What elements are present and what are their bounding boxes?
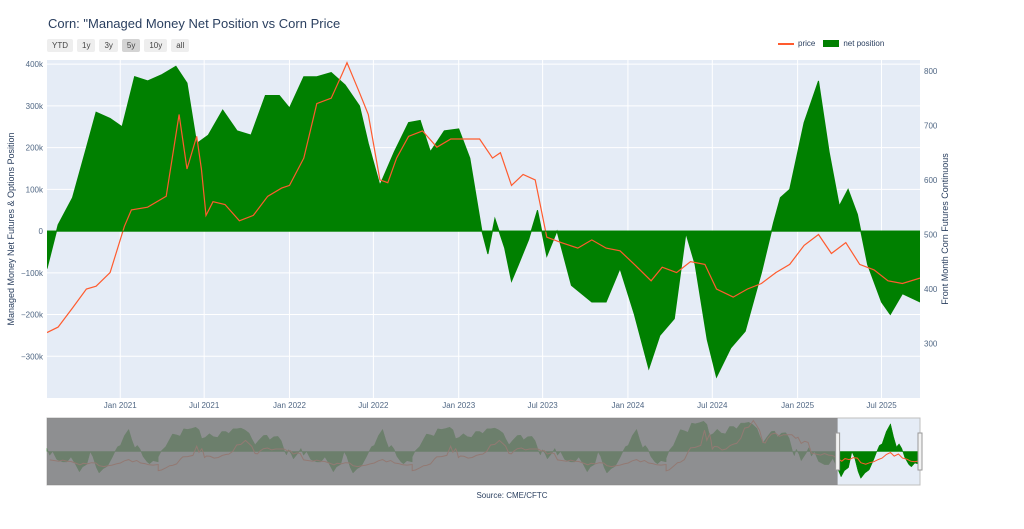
legend: price net position bbox=[778, 39, 884, 48]
range-button-ytd[interactable]: YTD bbox=[47, 39, 73, 52]
legend-item-price[interactable]: price bbox=[778, 39, 815, 48]
y-left-tick-label: 100k bbox=[26, 185, 44, 194]
y-left-tick-label: −100k bbox=[21, 269, 44, 278]
x-tick-label: Jul 2023 bbox=[527, 401, 558, 410]
y-right-tick-label: 500 bbox=[924, 230, 938, 239]
y-left-tick-label: 300k bbox=[26, 102, 44, 111]
right-axis-ticks: 800 700 600 500 400 300 bbox=[924, 67, 938, 349]
net-position-area bbox=[47, 65, 920, 379]
y-right-tick-label: 400 bbox=[924, 285, 938, 294]
x-tick-label: Jan 2024 bbox=[611, 401, 644, 410]
x-tick-label: Jul 2025 bbox=[866, 401, 897, 410]
y-right-tick-label: 800 bbox=[924, 67, 938, 76]
legend-item-net[interactable]: net position bbox=[823, 39, 884, 48]
legend-price-label: price bbox=[798, 39, 816, 48]
source-note: Source: CME/CFTC bbox=[476, 491, 548, 500]
x-tick-label: Jul 2024 bbox=[697, 401, 728, 410]
net-fill-swatch bbox=[823, 40, 840, 47]
y-right-axis-title: Front Month Corn Futures Continuous bbox=[940, 153, 950, 305]
x-axis-ticks: Jan 2021 Jul 2021 Jan 2022 Jul 2022 Jan 2023… bbox=[104, 401, 897, 410]
y-left-tick-label: −300k bbox=[21, 352, 44, 361]
chart-title: Corn: "Managed Money Net Position vs Cor… bbox=[48, 16, 341, 31]
y-right-tick-label: 700 bbox=[924, 121, 938, 130]
left-axis-ticks: 400k 300k 200k 100k 0 −100k −200k −300k bbox=[21, 60, 44, 361]
x-tick-label: Jan 2021 bbox=[104, 401, 137, 410]
y-left-tick-label: 400k bbox=[26, 60, 44, 69]
range-slider-handle-right[interactable] bbox=[917, 432, 923, 471]
x-tick-label: Jan 2025 bbox=[781, 401, 814, 410]
range-button-1y[interactable]: 1y bbox=[77, 39, 96, 52]
legend-net-label: net position bbox=[843, 39, 885, 48]
range-button-10y[interactable]: 10y bbox=[144, 39, 168, 52]
x-tick-label: Jul 2021 bbox=[189, 401, 220, 410]
range-slider[interactable] bbox=[46, 417, 923, 486]
x-tick-label: Jan 2023 bbox=[442, 401, 475, 410]
range-slider-mask bbox=[47, 418, 838, 485]
range-button-3y[interactable]: 3y bbox=[99, 39, 118, 52]
x-tick-label: Jul 2022 bbox=[358, 401, 389, 410]
range-button-all[interactable]: all bbox=[171, 39, 190, 52]
x-tick-label: Jan 2022 bbox=[273, 401, 306, 410]
y-left-tick-label: 0 bbox=[39, 227, 44, 236]
y-left-tick-label: −200k bbox=[21, 311, 44, 320]
y-right-tick-label: 300 bbox=[924, 339, 938, 348]
price-line-swatch bbox=[778, 42, 794, 45]
y-right-tick-label: 600 bbox=[924, 176, 938, 185]
y-left-axis-title: Managed Money Net Futures & Options Posi… bbox=[6, 132, 16, 325]
range-slider-handle-left[interactable] bbox=[835, 432, 841, 471]
range-buttons: YTD 1y 3y 5y 10y all bbox=[47, 39, 190, 52]
range-button-5y[interactable]: 5y bbox=[121, 39, 141, 52]
y-left-tick-label: 200k bbox=[26, 144, 44, 153]
price-line bbox=[47, 61, 920, 334]
